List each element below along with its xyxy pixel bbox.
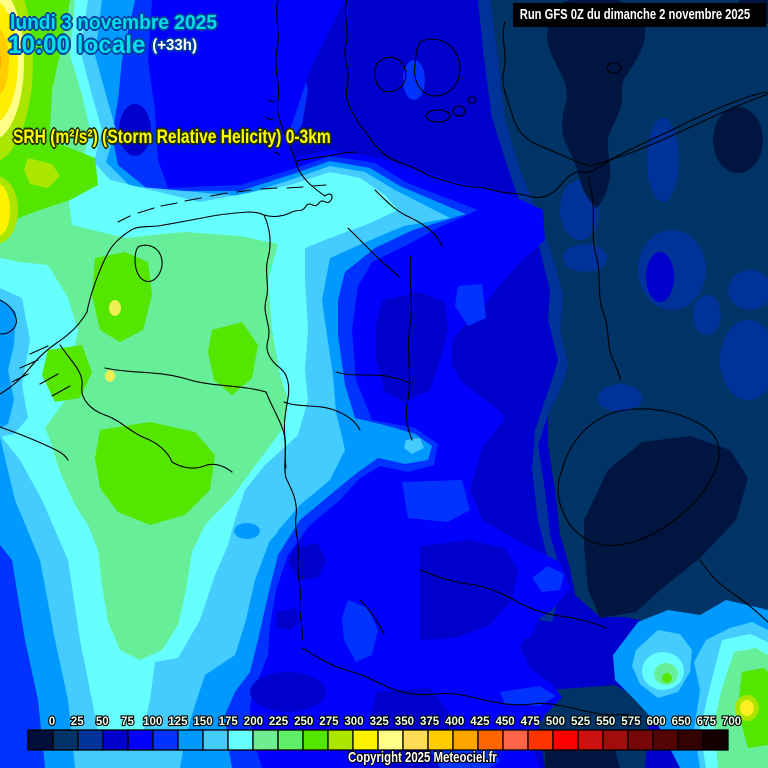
svg-text:25: 25: [71, 716, 84, 728]
svg-text:375: 375: [420, 716, 440, 728]
svg-text:350: 350: [395, 716, 414, 728]
svg-text:50: 50: [96, 716, 109, 728]
svg-text:525: 525: [571, 716, 591, 728]
svg-text:125: 125: [168, 716, 188, 728]
svg-text:650: 650: [672, 716, 691, 728]
svg-text:425: 425: [470, 716, 490, 728]
svg-text:550: 550: [596, 716, 615, 728]
svg-text:500: 500: [546, 716, 565, 728]
svg-text:600: 600: [647, 716, 666, 728]
svg-text:0: 0: [49, 716, 55, 728]
svg-text:250: 250: [294, 716, 313, 728]
svg-text:575: 575: [621, 716, 641, 728]
svg-text:300: 300: [344, 716, 363, 728]
svg-text:700: 700: [722, 716, 741, 728]
svg-text:675: 675: [697, 716, 717, 728]
svg-text:150: 150: [193, 716, 212, 728]
svg-text:225: 225: [269, 716, 289, 728]
svg-text:75: 75: [121, 716, 134, 728]
svg-text:450: 450: [496, 716, 515, 728]
svg-text:475: 475: [521, 716, 541, 728]
svg-text:400: 400: [445, 716, 464, 728]
svg-text:175: 175: [219, 716, 239, 728]
svg-text:325: 325: [370, 716, 390, 728]
svg-text:200: 200: [244, 716, 263, 728]
svg-text:275: 275: [319, 716, 339, 728]
svg-text:100: 100: [143, 716, 162, 728]
